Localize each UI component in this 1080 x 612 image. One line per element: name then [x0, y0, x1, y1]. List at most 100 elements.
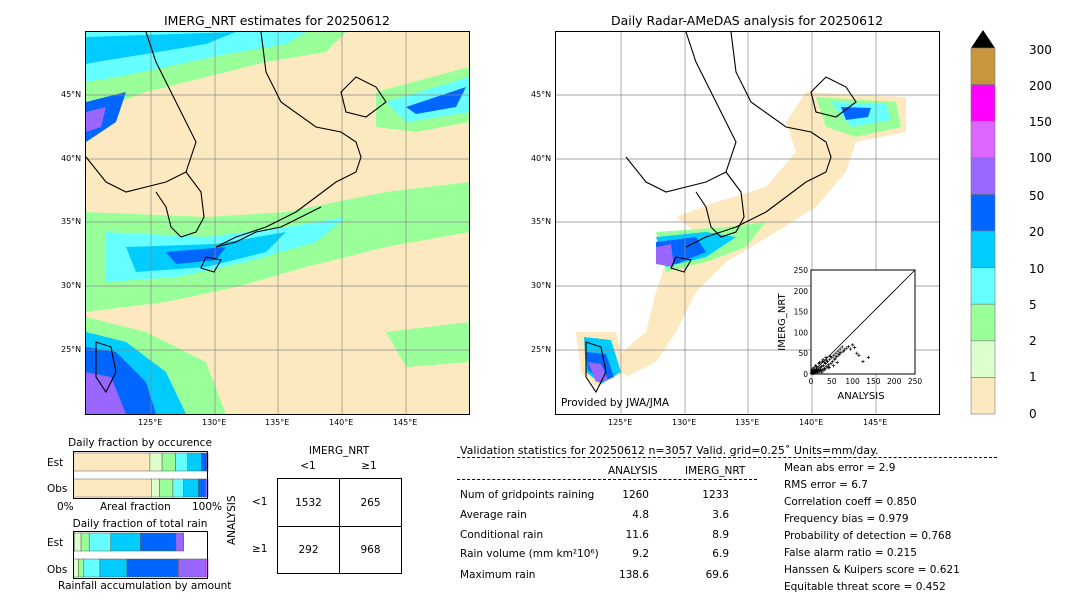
scatter-point: [866, 355, 871, 359]
scatter-y-tick: 150: [794, 308, 809, 317]
scatter-y-tick: 100: [794, 328, 809, 337]
stats-row-imerg: 8.9: [712, 529, 729, 541]
colorbar-tick: 100: [1029, 151, 1052, 165]
scatter-x-tick: 0: [809, 377, 814, 386]
scatter-point: [829, 362, 833, 366]
scatter-point: [848, 347, 853, 351]
scatter-point: [828, 357, 832, 362]
occurrence-bars: [73, 451, 209, 499]
stats-row-label: Average rain: [460, 509, 527, 521]
left-lon-label: 125°E: [138, 418, 163, 427]
colorbar-segment: [970, 47, 996, 85]
fraction-segment: [80, 532, 90, 552]
fraction-segment: [178, 558, 206, 578]
scatter-point: [824, 355, 828, 359]
scatter-xlabel: ANALYSIS: [837, 391, 884, 402]
scatter-point: [861, 359, 865, 364]
stats-score: Correlation coeff = 0.850: [784, 496, 917, 508]
stats-score: Equitable threat score = 0.452: [784, 581, 946, 593]
contingency-row-label: ≥1: [252, 543, 268, 555]
left-lat-label: 25°N: [61, 345, 82, 354]
scatter-point: [837, 353, 841, 357]
fraction-segment: [201, 452, 207, 472]
stats-header: Validation statistics for 20250612 n=305…: [460, 444, 879, 457]
fraction-segment: [110, 532, 141, 552]
left-lon-label: 145°E: [393, 418, 418, 427]
stats-score: Mean abs error = 2.9: [784, 462, 896, 474]
stats-divider: [457, 457, 997, 458]
colorbar-extend-arrow: [971, 30, 995, 48]
left-lon-label: 130°E: [202, 418, 227, 427]
contingency-cell: 1532: [295, 497, 322, 509]
colorbar-segment: [970, 377, 996, 415]
scatter-ylabel: IMERG_NRT: [777, 292, 788, 350]
scatter-point: [813, 369, 818, 374]
scatter-point: [821, 364, 826, 368]
scatter-point: [816, 369, 820, 373]
fraction-segment: [73, 478, 152, 498]
fraction-segment: [78, 558, 85, 578]
fraction-segment: [159, 478, 174, 498]
fraction-segment: [99, 558, 128, 578]
right-lat-label: 35°N: [531, 217, 552, 226]
scatter-y-tick: 50: [798, 349, 808, 358]
right-lon-label: 125°E: [608, 418, 633, 427]
scatter-point: [855, 351, 859, 355]
scatter-point: [853, 345, 857, 349]
stats-row-label: Conditional rain: [460, 529, 544, 541]
stats-divider: [457, 479, 757, 480]
scatter-point: [828, 354, 833, 359]
scatter-y-tick: 0: [803, 370, 808, 379]
scatter-point: [836, 349, 840, 353]
scatter-x-tick: 200: [887, 377, 902, 386]
scatter-x-tick: 100: [845, 377, 860, 386]
stats-row-label: Rain volume (mm km²10⁶): [460, 548, 599, 560]
stats-score: Frequency bias = 0.979: [784, 513, 909, 525]
stats-row-label: Maximum rain: [460, 569, 536, 581]
scatter-point: [851, 343, 855, 347]
scatter-point: [844, 346, 848, 350]
contingency-col-label: <1: [300, 460, 316, 472]
scatter-y-tick: 250: [794, 266, 809, 275]
fraction-segment: [73, 452, 151, 472]
contingency-row-axis-label: ANALYSIS: [226, 495, 238, 545]
scatter-point: [835, 360, 839, 364]
totalrain-frame: [73, 531, 208, 579]
contingency-col-label: ≥1: [361, 460, 377, 472]
right-map: [555, 31, 940, 415]
stats-row-imerg: 6.9: [712, 548, 729, 560]
colorbar-tick: 300: [1029, 43, 1052, 57]
left-map-grid: [86, 32, 469, 414]
scatter-point: [813, 368, 817, 372]
colorbar-tick: 200: [1029, 79, 1052, 93]
right-lat-label: 30°N: [531, 281, 552, 290]
scatter-point: [818, 367, 823, 372]
stats-row-analysis: 4.8: [632, 509, 649, 521]
colorbar-tick: 0: [1029, 407, 1037, 421]
colorbar-segment: [970, 230, 996, 268]
colorbar-tick: 50: [1029, 189, 1045, 203]
fraction-segment: [83, 558, 101, 578]
colorbar-segment: [970, 157, 996, 195]
fraction-segment: [172, 478, 184, 498]
scatter-point: [820, 359, 824, 364]
colorbar-segment: [970, 303, 996, 342]
radar-credit: Provided by JWA/JMA: [561, 397, 670, 409]
stats-row-analysis: 138.6: [618, 569, 649, 581]
scatter-point: [857, 353, 861, 357]
scatter-diagonal: [810, 269, 916, 375]
fraction-segment: [161, 452, 176, 472]
stats-score: False alarm ratio = 0.215: [784, 547, 917, 559]
right-coastline: [585, 32, 857, 394]
left-map-title: IMERG_NRT estimates for 20250612: [163, 13, 390, 28]
scatter-point: [823, 360, 827, 364]
left-lon-label: 135°E: [265, 418, 290, 427]
right-map-canvas: [556, 32, 939, 414]
occurrence-row-label: Est: [47, 457, 64, 469]
scatter-point: [820, 370, 824, 374]
contingency-cell: 292: [298, 544, 319, 556]
right-lon-label: 135°E: [735, 418, 760, 427]
scatter-point: [814, 367, 819, 371]
left-lat-label: 40°N: [61, 154, 82, 163]
